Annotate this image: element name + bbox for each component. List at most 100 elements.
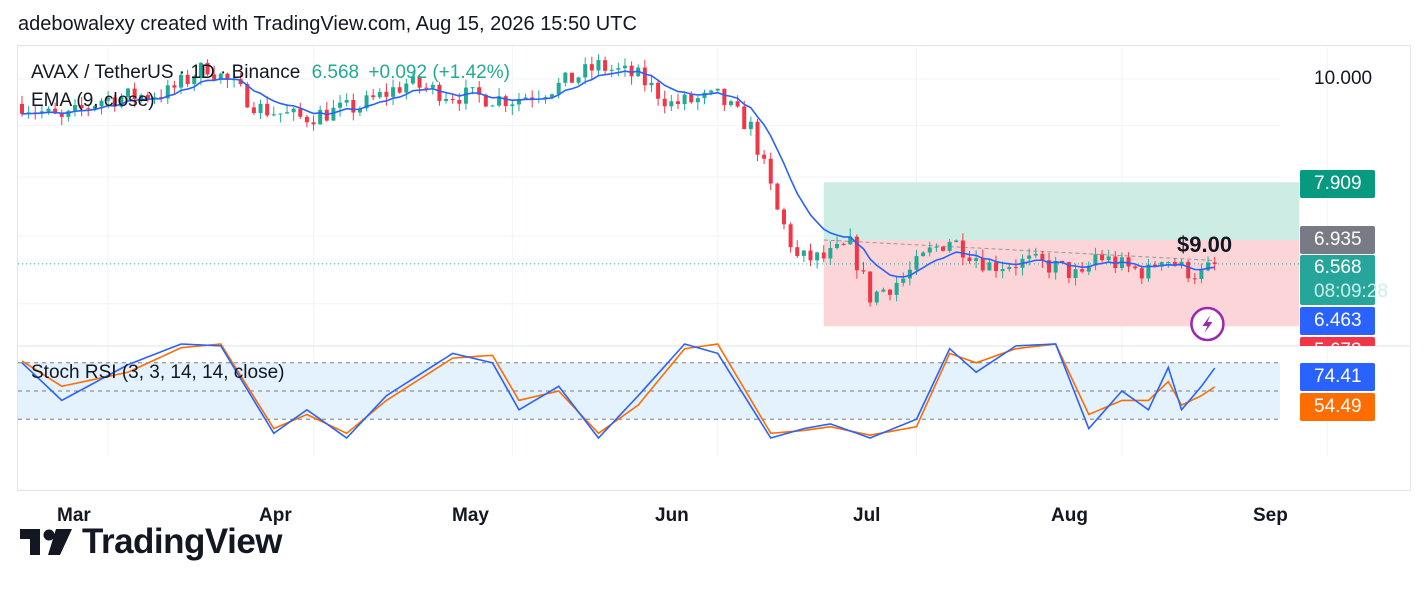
candle-body <box>1153 264 1158 267</box>
candle-body <box>994 262 999 272</box>
candle-body <box>477 87 482 95</box>
candle-body <box>457 99 462 104</box>
candle-body <box>430 84 435 88</box>
candle-body <box>656 82 661 99</box>
candle-body <box>1212 262 1217 264</box>
candle-body <box>1126 257 1131 267</box>
candle-body <box>377 91 382 98</box>
candle-body <box>212 74 217 80</box>
candle-body <box>808 250 813 261</box>
candle-body <box>907 269 912 279</box>
candle-body <box>73 105 78 111</box>
stop-price-tag: 5.673 <box>1300 337 1375 346</box>
candle-body <box>391 87 396 97</box>
candle-body <box>815 252 820 261</box>
candle-body <box>437 84 442 101</box>
stoch-k-line <box>21 343 1216 440</box>
candle-body <box>569 72 574 83</box>
candle-body <box>695 98 700 103</box>
x-tick-jun: Jun <box>655 505 689 526</box>
candle-body <box>762 154 767 159</box>
candle-body <box>768 158 773 184</box>
candle-body <box>848 236 853 245</box>
ema-price-tag: 6.463 <box>1300 307 1375 335</box>
candle-body <box>1206 262 1211 271</box>
y-tick-10: 10.000 <box>1314 68 1373 89</box>
candle-body <box>735 101 740 107</box>
candle-body <box>715 88 720 91</box>
candle-body <box>1073 269 1078 278</box>
candle-body <box>775 183 780 210</box>
candle-body <box>1013 267 1018 269</box>
candle-body <box>609 69 614 71</box>
candle-body <box>1139 268 1144 279</box>
candle-body <box>344 99 349 103</box>
ema-line <box>21 70 1215 278</box>
candle-body <box>947 241 952 251</box>
ema-label[interactable]: EMA (9, close) <box>31 90 155 111</box>
candle-body <box>629 65 634 77</box>
stoch-legend[interactable]: Stoch RSI (3, 3, 14, 14, close) <box>31 362 284 384</box>
candle-body <box>424 87 429 89</box>
candle-body <box>563 72 568 83</box>
candle-body <box>1027 255 1032 259</box>
candle-body <box>596 60 601 71</box>
candle-body <box>79 105 84 109</box>
chart-frame[interactable]: AVAX / TetherUS · 1D · Binance 6.568 +0.… <box>17 45 1411 526</box>
candle-body <box>331 107 336 121</box>
x-tick-may: May <box>452 505 489 526</box>
candle-body <box>556 82 561 95</box>
candle-body <box>66 110 71 117</box>
candle-body <box>20 103 24 114</box>
target-zone <box>823 182 1300 241</box>
candle-body <box>225 73 230 80</box>
candle-body <box>1133 266 1138 269</box>
candle-body <box>46 108 51 112</box>
x-tick-mar: Mar <box>57 505 91 526</box>
candle-body <box>298 108 303 117</box>
candle-body <box>523 97 528 99</box>
candle-body <box>351 99 356 113</box>
candle-body <box>888 289 893 295</box>
candle-body <box>304 116 309 123</box>
candle-body <box>622 65 627 69</box>
candle-body <box>205 62 210 75</box>
candle-body <box>1080 269 1085 272</box>
candle-body <box>675 101 680 105</box>
target-price-tag: 7.909 <box>1300 170 1375 198</box>
price-chart-canvas[interactable] <box>18 46 1410 490</box>
candle-body <box>894 282 899 295</box>
candle-body <box>245 84 250 108</box>
candle-body <box>682 94 687 105</box>
symbol-legend[interactable]: AVAX / TetherUS · 1D · Binance 6.568 +0.… <box>31 62 510 84</box>
entry-price-tag: 6.935 <box>1300 226 1375 254</box>
candle-body <box>119 97 124 107</box>
candle-body <box>132 88 137 99</box>
tradingview-logo[interactable]: TradingView <box>20 522 283 562</box>
candle-body <box>801 250 806 256</box>
candle-body <box>550 94 555 98</box>
candle-body <box>795 247 800 256</box>
candle-body <box>1033 253 1038 256</box>
candle-body <box>126 88 131 98</box>
candle-body <box>510 104 515 107</box>
symbol-title[interactable]: AVAX / TetherUS · 1D · Binance <box>31 62 301 83</box>
candle-body <box>709 90 714 93</box>
candle-body <box>987 262 992 271</box>
candle-body <box>1192 278 1197 280</box>
candle-body <box>1040 253 1045 261</box>
ema-legend[interactable]: EMA (9, close) <box>31 90 155 112</box>
candle-body <box>185 74 190 84</box>
candle-body <box>152 97 157 99</box>
candle-body <box>397 87 402 93</box>
candle-body <box>1159 262 1164 267</box>
candle-body <box>868 271 873 303</box>
candle-body <box>576 77 581 83</box>
candle-body <box>742 106 747 130</box>
candle-body <box>404 83 409 93</box>
candle-body <box>927 247 932 253</box>
candle-body <box>311 122 316 125</box>
stoch-label[interactable]: Stoch RSI (3, 3, 14, 14, close) <box>31 362 285 383</box>
candle-body <box>901 278 906 283</box>
candle-body <box>854 236 859 271</box>
